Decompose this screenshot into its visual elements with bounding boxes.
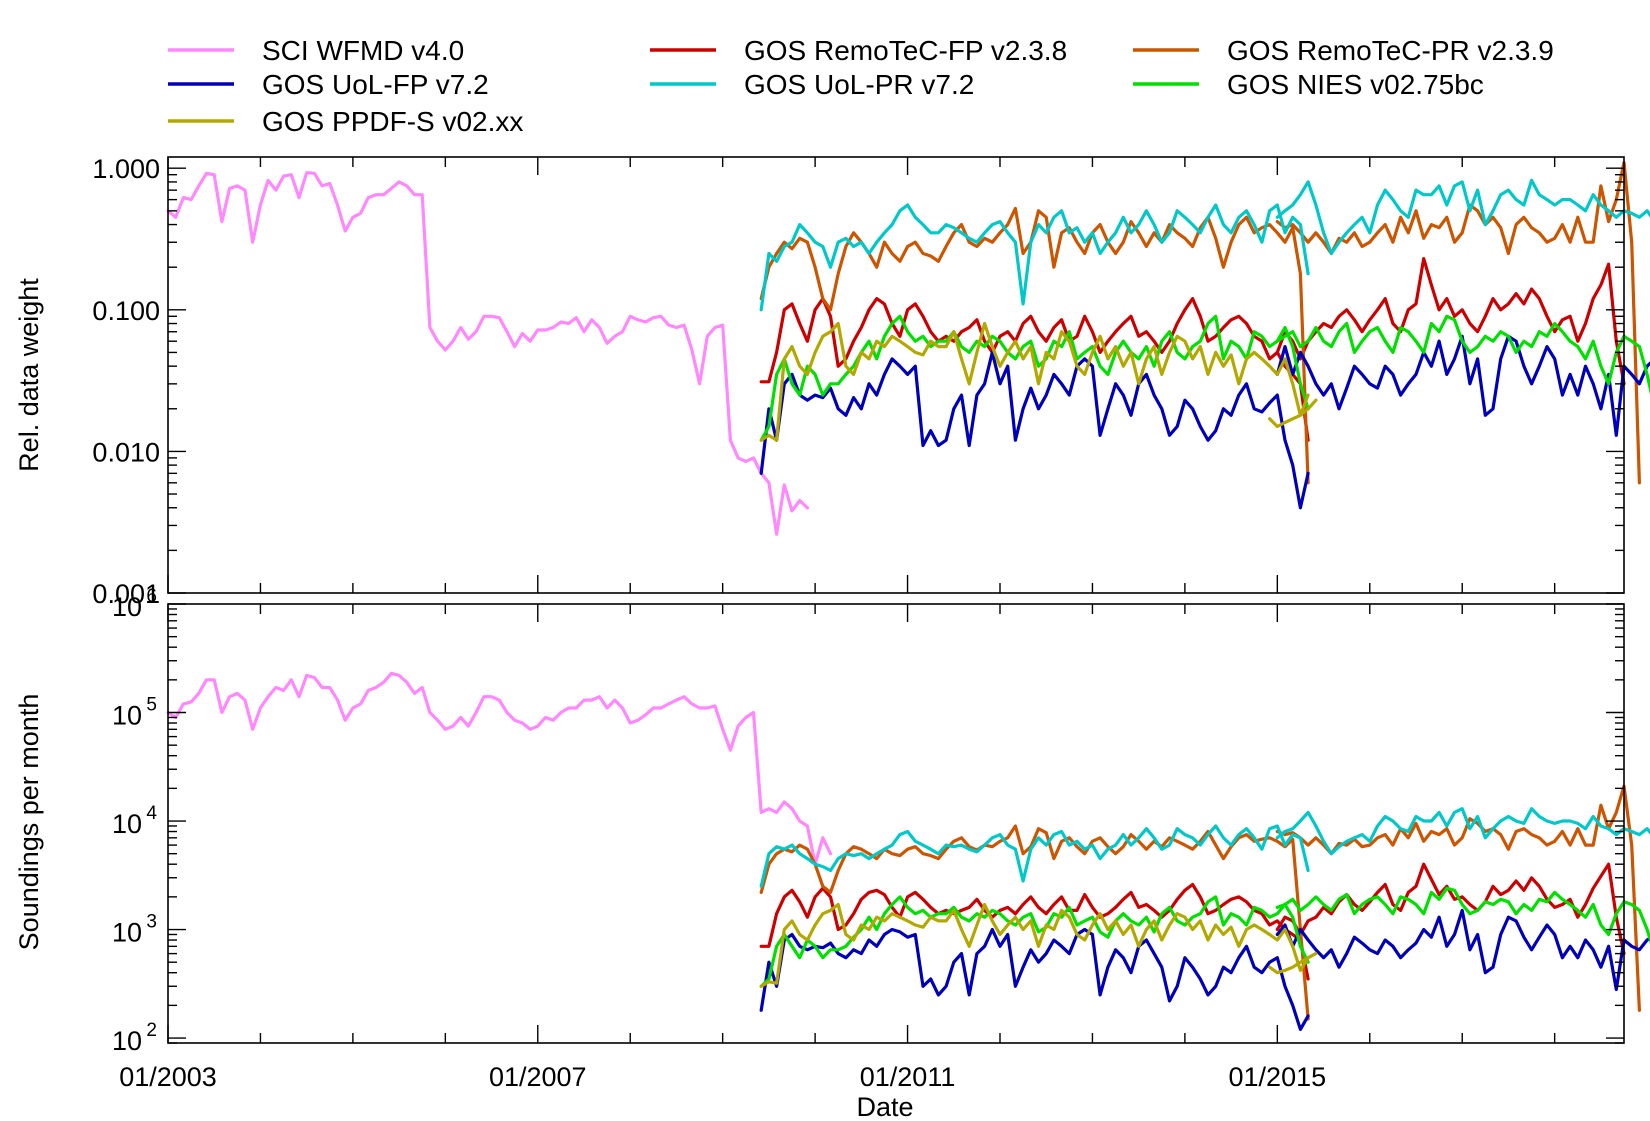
series-line-gos-nies-v02-75bc-1: [1275, 314, 1650, 395]
series-line-gos-nies-v02-75bc-0: [759, 314, 1310, 442]
bottom-series-lines: [166, 671, 1650, 1032]
legend-label: GOS NIES v02.75bc: [1227, 69, 1484, 100]
series-line-gos-remotec-pr-v2-3-9-1: [1275, 160, 1642, 485]
x-tick-label: 01/2011: [860, 1062, 956, 1092]
series-line-gos-remotec-pr-v2-3-9-0: [759, 824, 1310, 1021]
legend-item-gos-nies-v02-75bc: GOS NIES v02.75bc: [1133, 69, 1484, 100]
legend-label: GOS UoL-FP v7.2: [262, 69, 489, 100]
series-line-gos-uol-fp-v7-2-0: [759, 350, 1310, 510]
legend-label: GOS RemoTeC-FP v2.3.8: [744, 35, 1067, 66]
legend-item-sci-wfmd-v4-0: SCI WFMD v4.0: [168, 35, 464, 66]
y-tick-label-base: 10: [112, 701, 142, 731]
legend-item-gos-uol-fp-v7-2: GOS UoL-FP v7.2: [168, 69, 489, 100]
top-axes: 0.001 0.010 0.100 1.000: [92, 154, 1625, 609]
y-tick-label-exponent: 6: [146, 586, 157, 607]
series-line-gos-nies-v02-75bc-1: [1275, 886, 1650, 944]
y-tick-label-exponent: 2: [146, 1020, 157, 1041]
series-line-gos-remotec-fp-v2-3-8-1: [1275, 257, 1626, 386]
x-tick-labels: 01/2003 01/2007 01/2011 01/2015: [119, 1062, 1326, 1092]
x-tick-label: 01/2003: [119, 1062, 217, 1092]
plot-frame: [167, 156, 1625, 594]
y-tick-label-exponent: 4: [146, 803, 157, 824]
y-tick-label-exponent: 5: [146, 695, 157, 716]
series-line-gos-ppdf-s-v02-xx-1: [1267, 951, 1318, 975]
legend-item-gos-ppdf-s-v02-xx: GOS PPDF-S v02.xx: [168, 106, 523, 137]
x-tick-label: 01/2015: [1229, 1062, 1327, 1092]
y-tick-label: 1.000: [92, 154, 160, 184]
legend-item-gos-remotec-pr-v2-3-9: GOS RemoTeC-PR v2.3.9: [1133, 35, 1554, 66]
y-tick-label: 0.100: [92, 296, 160, 326]
legend: SCI WFMD v4.0 GOS RemoTeC-FP v2.3.8 GOS Re…: [168, 35, 1554, 137]
x-tick-label: 01/2007: [489, 1062, 587, 1092]
series-line-gos-uol-pr-v7-2-0: [759, 203, 1310, 312]
series-line-gos-remotec-fp-v2-3-8-0: [759, 297, 1310, 442]
y-tick-label-base: 10: [112, 809, 142, 839]
series-line-gos-uol-pr-v7-2-1: [1275, 178, 1650, 256]
series-line-gos-uol-pr-v7-2-0: [759, 824, 1310, 888]
y-tick-label: 0.010: [92, 437, 160, 467]
series-line-gos-uol-fp-v7-2-1: [1275, 334, 1650, 437]
series-line-gos-remotec-pr-v2-3-9-0: [759, 206, 1310, 485]
legend-label: GOS RemoTeC-PR v2.3.9: [1227, 35, 1554, 66]
panel-rel-data-weight: 0.001 0.010 0.100 1.000 Rel. data weight: [14, 154, 1650, 609]
series-line-gos-uol-fp-v7-2-1: [1275, 908, 1650, 992]
legend-label: SCI WFMD v4.0: [262, 35, 464, 66]
top-series-lines: [166, 160, 1650, 536]
y-tick-label-exponent: 3: [146, 912, 157, 933]
series-line-gos-ppdf-s-v02-xx-0: [759, 902, 1310, 988]
series-line-gos-uol-fp-v7-2-0: [759, 927, 1310, 1032]
y-tick-label-base: 10: [112, 592, 142, 622]
series-line-gos-nies-v02-75bc-0: [759, 895, 1310, 988]
legend-item-gos-remotec-fp-v2-3-8: GOS RemoTeC-FP v2.3.8: [650, 35, 1067, 66]
ylabel-bottom: Soundings per month: [14, 694, 44, 951]
y-tick-label: 10 4: [112, 803, 157, 839]
y-tick-label: 10 5: [112, 695, 157, 731]
series-line-gos-remotec-pr-v2-3-9-1: [1275, 784, 1642, 1012]
series-line-gos-ppdf-s-v02-xx-0: [759, 321, 1310, 442]
y-tick-label: 0.001: [92, 579, 160, 609]
y-tick-label: 10 2: [112, 1020, 157, 1056]
xlabel: Date: [856, 1092, 913, 1121]
series-line-gos-uol-pr-v7-2-1: [1275, 807, 1650, 856]
y-tick-label-base: 10: [112, 918, 142, 948]
plot-frame: [167, 603, 1625, 1044]
legend-label: GOS PPDF-S v02.xx: [262, 106, 523, 137]
y-tick-label-base: 10: [112, 1026, 142, 1056]
legend-label: GOS UoL-PR v7.2: [744, 69, 974, 100]
series-line-sci-wfmd-v4-0-0: [166, 171, 810, 536]
ylabel-top: Rel. data weight: [14, 278, 44, 472]
series-line-gos-remotec-fp-v2-3-8-0: [759, 882, 1310, 981]
series-line-sci-wfmd-v4-0-0: [166, 671, 833, 866]
y-tick-label: 10 6: [112, 586, 157, 622]
series-line-gos-ppdf-s-v02-xx-1: [1267, 398, 1318, 429]
legend-item-gos-uol-pr-v7-2: GOS UoL-PR v7.2: [650, 69, 974, 100]
y-tick-label: 10 3: [112, 912, 157, 948]
